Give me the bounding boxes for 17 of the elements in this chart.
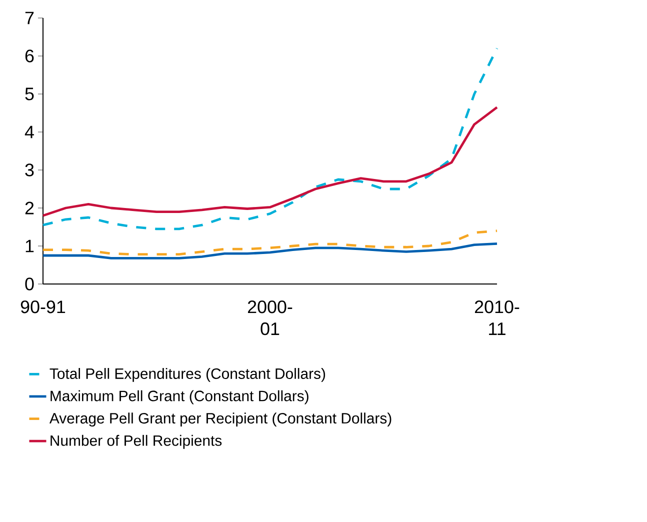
legend-label: Number of Pell Recipients — [50, 434, 222, 449]
x-tick-label: 2010-11 — [474, 300, 520, 335]
legend-label: Total Pell Expenditures (Constant Dollars) — [50, 368, 326, 382]
y-tick-label: 7 — [25, 12, 34, 24]
line-series — [42, 106, 498, 217]
y-tick-label: 4 — [24, 126, 34, 138]
y-tick-label: 3 — [25, 164, 34, 176]
line-series — [42, 47, 498, 230]
y-tick-label: 5 — [25, 88, 34, 100]
y-tick-label: 0 — [25, 278, 34, 290]
y-tick-label: 6 — [25, 50, 34, 62]
legend-label: Average Pell Grant per Recipient (Constant Dollars) — [49, 412, 392, 427]
legend-label: Maximum Pell Grant (Constant Dollars) — [50, 390, 308, 404]
y-tick-label: 2 — [25, 202, 34, 214]
x-tick-label: 2000-01 — [248, 300, 292, 336]
y-tick-label: 1 — [26, 240, 34, 252]
x-tick-label: 90-91 — [20, 300, 66, 314]
